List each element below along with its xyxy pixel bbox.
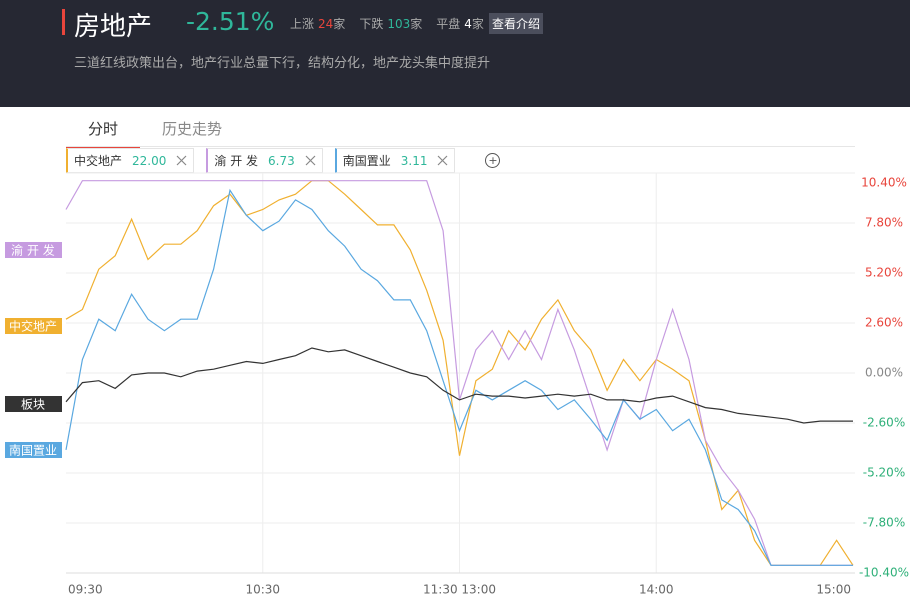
stat-label: 下跌	[359, 17, 384, 31]
x-tick-label: 10:30	[245, 583, 280, 597]
accent-bar	[62, 9, 65, 35]
stat-label: 平盘	[436, 17, 461, 31]
series-line	[65, 180, 854, 566]
stock-name: 中交地产	[74, 154, 123, 168]
stat-unit: 家	[333, 17, 346, 31]
stat-label: 上涨	[290, 17, 315, 31]
tag-bg	[5, 396, 62, 412]
divider	[66, 146, 855, 147]
chart: 10.40% 7.80% 5.20% 2.60% 0.00% -2.60% -5.20% -7…	[5, 172, 909, 597]
series-tag: 板块	[5, 396, 62, 412]
title: 房地产	[74, 12, 153, 42]
x-tick-label: 11:30 13:00	[423, 583, 496, 597]
stat: 平盘 4家	[436, 15, 484, 32]
close-icon[interactable]	[437, 155, 448, 166]
intro-button[interactable]: 查看介绍	[489, 13, 544, 34]
stock-price: 22.00	[132, 153, 167, 168]
x-tick-label: 15:00	[816, 583, 851, 597]
tag-label: 板块	[21, 398, 45, 412]
stock-name: 渝 开 发	[214, 154, 259, 168]
series-tag: 渝 开 发	[5, 242, 62, 258]
stock-price: 3.11	[400, 153, 428, 168]
y-tick-label: 0.00%	[865, 366, 903, 380]
stat-count: 103	[387, 17, 411, 31]
y-tick-label: 2.60%	[865, 316, 903, 330]
stat-count: 4	[464, 17, 472, 31]
tag-bg	[5, 242, 62, 258]
stat-unit: 家	[410, 17, 423, 31]
y-tick-label: -5.20%	[863, 466, 905, 480]
stat-unit: 家	[471, 17, 484, 31]
series-line	[65, 188, 853, 566]
y-tick-label: 10.40%	[861, 176, 907, 190]
x-tick-label: 09:30	[68, 583, 103, 597]
tag-label: 中交地产	[9, 319, 57, 334]
x-tick-label: 14:00	[639, 583, 674, 597]
tag-label: 渝 开 发	[11, 243, 55, 258]
tag-label: 南国置业	[9, 443, 57, 458]
change: -2.51%	[186, 7, 275, 36]
tag-bg	[5, 318, 62, 334]
series-line	[65, 347, 853, 424]
close-icon[interactable]	[305, 155, 316, 166]
series-tag: 中交地产	[5, 318, 62, 334]
stock-name: 南国置业	[342, 154, 391, 168]
y-tick-label: -7.80%	[863, 516, 905, 530]
description: 三道红线政策出台，地产行业总量下行，结构分化，地产龙头集中度提升	[74, 56, 491, 71]
stats: 上涨 24家 下跌 103家 平盘 4家	[290, 15, 484, 32]
close-icon[interactable]	[176, 155, 187, 166]
series-tag: 南国置业	[5, 442, 62, 458]
stat: 下跌 103家	[359, 15, 422, 32]
y-tick-label: -10.40%	[859, 566, 909, 580]
tag-bg	[5, 442, 62, 458]
stock-price: 6.73	[268, 153, 295, 168]
stat-count: 24	[318, 17, 334, 31]
add-button[interactable]: +	[485, 153, 501, 168]
stock-chips: 中交地产 22.00 渝 开 发 6.73 南国置业 3.11 +	[66, 148, 501, 173]
y-tick-label: 5.20%	[865, 266, 903, 280]
header: 房地产 -2.51% 上涨 24家 下跌 103家 平盘 4家 查看介绍 三道红线政策出台…	[0, 0, 910, 107]
tabs: 分时 历史走势	[66, 116, 244, 149]
tab[interactable]: 分时	[66, 116, 141, 149]
y-tick-label: 7.80%	[865, 216, 903, 230]
stock-chip[interactable]: 渝 开 发 6.73	[206, 148, 323, 173]
stat: 上涨 24家	[290, 15, 345, 32]
tab[interactable]: 历史走势	[162, 120, 223, 138]
y-tick-label: -2.60%	[863, 416, 905, 430]
